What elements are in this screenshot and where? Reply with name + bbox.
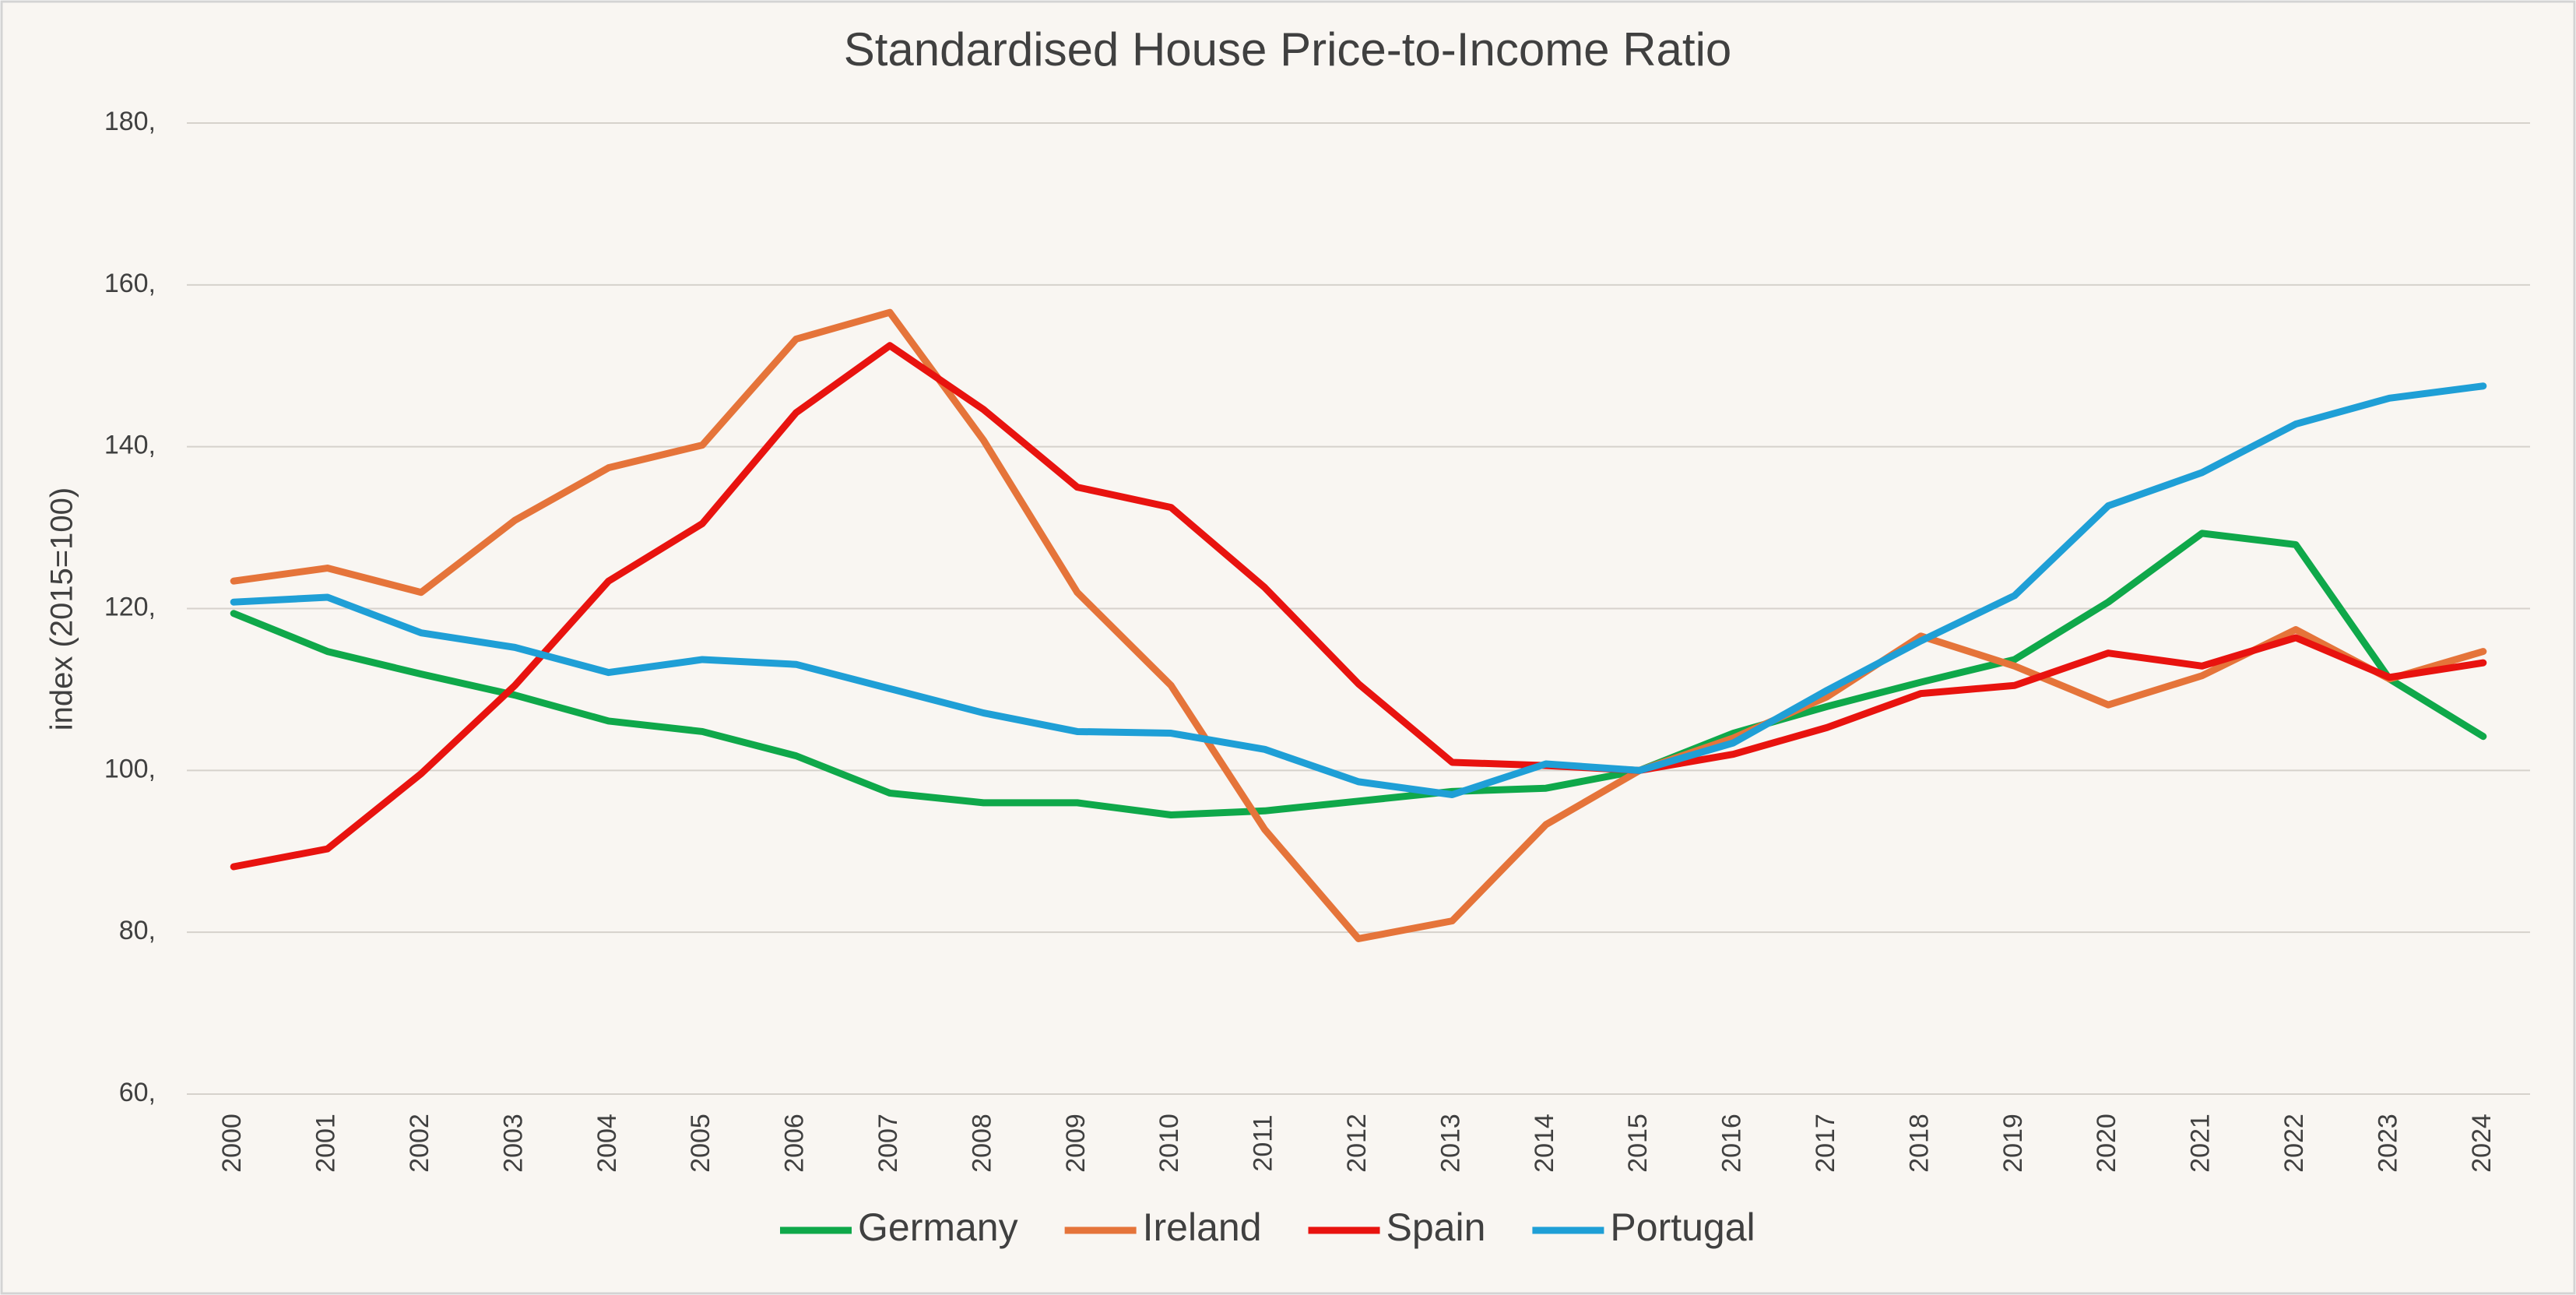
x-tick-label: 2017 — [1811, 1114, 1840, 1173]
x-tick-label: 2004 — [592, 1114, 622, 1173]
legend-item: Portugal — [1532, 1205, 1755, 1249]
x-tick-label: 2001 — [311, 1114, 341, 1173]
series-line — [230, 530, 2487, 818]
x-tick-label: 2006 — [780, 1114, 810, 1173]
chart-title: Standardised House Price-to-Income Ratio — [844, 23, 1732, 76]
x-tick-label: 2015 — [1623, 1114, 1653, 1173]
x-tick-label: 2009 — [1061, 1114, 1091, 1173]
legend-item: Ireland — [1064, 1205, 1262, 1249]
legend-label: Ireland — [1143, 1205, 1262, 1249]
x-tick-label: 2003 — [498, 1114, 528, 1173]
y-tick-label: 100, — [104, 754, 156, 783]
x-tick-label: 2005 — [686, 1114, 715, 1173]
y-axis-label: index (2015=100) — [45, 487, 79, 730]
series-line — [230, 382, 2487, 799]
series-line — [230, 342, 2487, 871]
x-tick-label: 2016 — [1717, 1114, 1747, 1173]
y-tick-label: 120, — [104, 592, 156, 621]
y-tick-label: 60, — [119, 1078, 156, 1107]
x-tick-label: 2012 — [1342, 1114, 1372, 1173]
y-tick-label: 80, — [119, 916, 156, 945]
x-tick-label: 2011 — [1249, 1114, 1278, 1171]
x-tick-label: 2013 — [1436, 1114, 1465, 1173]
x-tick-label: 2024 — [2467, 1114, 2497, 1173]
legend-label: Germany — [858, 1205, 1018, 1249]
legend-item: Germany — [780, 1205, 1018, 1249]
y-tick-label: 140, — [104, 431, 156, 460]
x-tick-label: 2020 — [2092, 1114, 2121, 1173]
x-tick-label: 2021 — [2186, 1114, 2216, 1173]
x-tick-label: 2007 — [873, 1114, 903, 1173]
legend-label: Portugal — [1610, 1205, 1755, 1249]
x-tick-label: 2023 — [2373, 1114, 2402, 1173]
x-tick-label: 2010 — [1154, 1114, 1184, 1173]
series-line — [230, 308, 2487, 942]
x-tick-label: 2008 — [967, 1114, 996, 1173]
x-tick-label: 2002 — [405, 1114, 434, 1173]
x-tick-label: 2014 — [1530, 1114, 1559, 1173]
y-tick-label: 180, — [104, 107, 156, 136]
x-tick-label: 2022 — [2279, 1114, 2309, 1173]
legend-label: Spain — [1386, 1205, 1486, 1249]
y-tick-label: 160, — [104, 269, 156, 298]
x-tick-label: 2018 — [1904, 1114, 1934, 1173]
x-tick-label: 2019 — [1998, 1114, 2028, 1173]
x-tick-label: 2000 — [217, 1114, 247, 1173]
legend-item: Spain — [1308, 1205, 1486, 1249]
